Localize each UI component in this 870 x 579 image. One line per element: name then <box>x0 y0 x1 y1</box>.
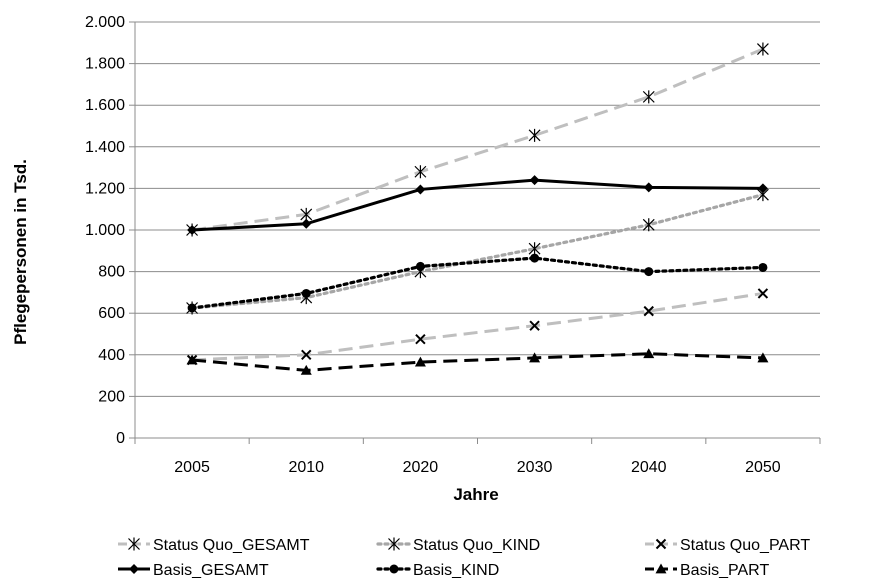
series-line <box>190 256 765 310</box>
data-point <box>756 42 769 56</box>
axes <box>134 22 821 444</box>
data-point <box>642 218 655 232</box>
x-tick-label: 2050 <box>745 459 781 476</box>
x-tick-label: 2030 <box>517 459 553 476</box>
legend: Status Quo_GESAMT Status Quo_KIND Status Q… <box>118 537 810 579</box>
data-point <box>643 305 654 317</box>
data-point <box>414 356 426 367</box>
legend-label: Status Quo_KIND <box>413 537 540 554</box>
legend-label: Status Quo_PART <box>680 537 810 554</box>
data-point <box>757 183 768 194</box>
legend-label: Status Quo_GESAMT <box>153 537 310 554</box>
data-point <box>129 564 139 574</box>
data-point <box>529 352 541 363</box>
y-tick-label: 1.000 <box>85 222 125 239</box>
data-point <box>300 207 313 221</box>
data-point <box>529 175 540 186</box>
series-line <box>192 291 764 362</box>
x-tick-label: 2020 <box>403 459 439 476</box>
data-point <box>757 288 769 299</box>
y-tick-label: 1.600 <box>85 97 125 114</box>
data-point <box>643 182 654 193</box>
legend-label: Basis_GESAMT <box>153 562 269 579</box>
data-point <box>643 348 655 359</box>
data-point <box>757 352 769 363</box>
y-tick-label: 2.000 <box>85 14 125 31</box>
legend-item: Basis_KIND <box>376 562 499 579</box>
data-point <box>389 564 399 574</box>
legend-item: Status Quo_GESAMT <box>118 537 310 554</box>
y-tick-labels: 0 200 400 600 800 1.000 1.200 1.400 1.600 1.800 2.… <box>85 14 125 447</box>
data-point <box>644 267 654 277</box>
data-point <box>388 537 400 551</box>
y-tick-label: 600 <box>98 305 125 322</box>
series-line <box>190 193 765 310</box>
data-point <box>415 333 426 345</box>
y-axis-title: Pflegepersonen in Tsd. <box>11 159 30 345</box>
y-tick-label: 400 <box>98 347 125 364</box>
data-point <box>415 261 425 271</box>
series-line <box>191 47 764 232</box>
data-point <box>301 349 312 361</box>
data-point <box>414 165 427 179</box>
data-point <box>529 320 540 331</box>
series-markers <box>186 42 769 375</box>
legend-label: Basis_KIND <box>413 562 499 579</box>
legend-label: Basis_PART <box>680 562 769 579</box>
data-point <box>187 225 198 235</box>
y-tick-label: 1.400 <box>85 139 125 156</box>
y-tick-label: 800 <box>98 264 125 281</box>
x-tick-label: 2040 <box>631 459 667 476</box>
x-tick-label: 2010 <box>288 459 324 476</box>
y-tick-label: 1.200 <box>85 180 125 197</box>
data-point <box>301 288 311 298</box>
legend-item: Basis_PART <box>645 562 769 579</box>
data-point <box>128 537 140 551</box>
series-line <box>192 178 763 232</box>
y-tick-label: 1.800 <box>85 56 125 73</box>
legend-item: Basis_GESAMT <box>118 562 269 579</box>
data-point <box>415 184 426 195</box>
data-point <box>528 242 541 256</box>
data-point <box>655 563 667 574</box>
x-tick-label: 2005 <box>174 459 210 476</box>
data-point <box>642 90 655 104</box>
series-line <box>191 352 763 372</box>
data-point <box>301 218 312 229</box>
y-tick-label: 200 <box>98 388 125 405</box>
data-point <box>530 253 540 263</box>
series-lines <box>190 47 765 372</box>
data-point <box>300 364 312 375</box>
legend-item: Status Quo_KIND <box>376 537 540 554</box>
data-point <box>655 538 667 550</box>
data-point <box>187 303 197 313</box>
x-axis-title: Jahre <box>453 485 498 504</box>
data-point <box>758 262 768 272</box>
x-tick-labels: 2005 2010 2020 2030 2040 2050 <box>174 459 781 476</box>
y-tick-label: 0 <box>116 430 125 447</box>
data-point <box>186 354 198 365</box>
legend-item: Status Quo_PART <box>645 537 810 554</box>
grid-lines <box>129 21 820 439</box>
data-point <box>528 128 541 142</box>
